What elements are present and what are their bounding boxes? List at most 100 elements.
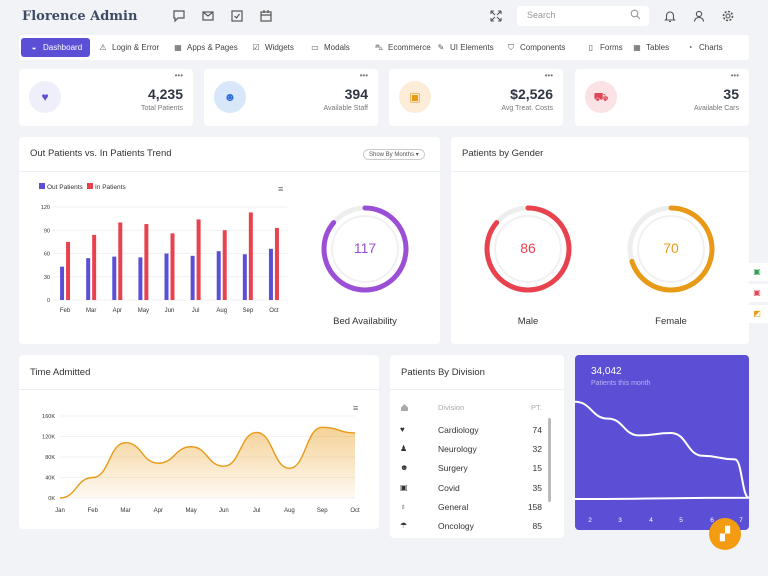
kit-icon: ▣: [400, 482, 408, 492]
bar-out-patients[interactable]: [86, 258, 91, 300]
stat-card-avg-treat-costs: ▣ ••• $2,526 Avg Treat. Costs: [389, 69, 563, 126]
bar-out-patients[interactable]: [216, 251, 221, 300]
bar-in-patients[interactable]: [170, 233, 175, 300]
show-by-months-dropdown[interactable]: Show By Months ▾: [363, 149, 425, 160]
nav-ecommerce[interactable]: ⛍ Ecommerce: [374, 35, 431, 60]
bar-out-patients[interactable]: [190, 255, 195, 300]
notification-bell-icon[interactable]: [663, 9, 677, 23]
time-admitted-card: Time Admitted ≡ 0K 40K 80K 120K 160K Jan Feb Mar…: [19, 355, 379, 529]
month-value: 34,042: [591, 366, 622, 377]
nav-modals[interactable]: ▭ Modals: [310, 35, 350, 60]
bar-out-patients[interactable]: [164, 253, 169, 301]
division-name[interactable]: Neurology: [438, 444, 477, 455]
modal-icon: ▭: [311, 43, 319, 52]
mail-icon[interactable]: [201, 9, 215, 23]
tasks-icon[interactable]: [230, 9, 244, 23]
x-tick-label: 3: [618, 517, 622, 524]
division-name[interactable]: General: [438, 501, 469, 512]
nav-label: Tables: [646, 43, 670, 52]
x-tick-label: May: [185, 508, 196, 514]
nav-forms[interactable]: ▯ Forms: [586, 35, 623, 60]
nav-widgets[interactable]: ☑ Widgets: [251, 35, 294, 60]
gallery-icon: ◩: [753, 309, 761, 318]
division-scrollbar[interactable]: [548, 418, 551, 502]
bar-out-patients[interactable]: [268, 248, 273, 300]
brand-logo[interactable]: Florence Admin: [22, 9, 138, 24]
bar-in-patients[interactable]: [118, 222, 123, 301]
more-options-icon[interactable]: •••: [544, 71, 553, 80]
search-placeholder: Search: [527, 10, 556, 20]
search-input[interactable]: Search: [517, 6, 649, 26]
bar-in-patients[interactable]: [196, 219, 201, 300]
bar-out-patients[interactable]: [242, 254, 247, 300]
bar-in-patients[interactable]: [274, 227, 279, 300]
warning-icon: ⚠: [99, 43, 107, 52]
fullscreen-icon[interactable]: [489, 9, 503, 23]
division-name[interactable]: Surgery: [438, 463, 468, 474]
y-tick-label: 160K: [42, 414, 55, 420]
nav-components[interactable]: ⛉ Components: [506, 35, 565, 60]
bar-in-patients[interactable]: [66, 241, 71, 300]
x-tick-label: Jun: [165, 308, 175, 314]
y-tick-label: 60: [44, 252, 50, 258]
division-title: Patients By Division: [401, 367, 485, 378]
bar-in-patients[interactable]: [222, 230, 227, 300]
bar-in-patients[interactable]: [248, 212, 253, 300]
side-gallery-tab[interactable]: ◩: [746, 305, 768, 323]
heartbeat-icon: ♥: [29, 81, 61, 113]
nav-dashboard[interactable]: ◒ Dashboard: [21, 38, 91, 57]
more-options-icon[interactable]: •••: [174, 71, 183, 80]
table-icon: ▦: [633, 43, 641, 52]
chart-menu-icon[interactable]: ≡: [278, 184, 283, 194]
patients-month-card: 34,042 Patients this month 2 3 4 5 6 7: [575, 355, 749, 530]
stat-card-available-staff: ☻ ••• 394 Available Staff: [204, 69, 378, 126]
card-divider: [19, 389, 379, 390]
more-options-icon[interactable]: •••: [359, 71, 368, 80]
stat-value: 394: [344, 86, 368, 102]
x-tick-label: Sep: [242, 308, 253, 314]
division-pt: 158: [527, 501, 542, 512]
more-options-icon[interactable]: •••: [730, 71, 739, 80]
user-profile-icon[interactable]: [692, 9, 706, 23]
x-tick-label: Oct: [269, 308, 279, 314]
calendar-icon[interactable]: [259, 9, 273, 23]
division-col-header: Division: [438, 403, 465, 412]
bar-in-patients[interactable]: [144, 224, 149, 300]
stat-label: Total Patients: [140, 105, 183, 112]
x-tick-label: Oct: [350, 508, 360, 514]
side-money-tab[interactable]: ▣: [746, 263, 768, 281]
female-ring: [626, 204, 716, 294]
bar-in-patients[interactable]: [92, 234, 97, 300]
nav-charts[interactable]: ◔ Charts: [685, 35, 723, 60]
bar-out-patients[interactable]: [138, 257, 143, 300]
money-icon: ▣: [753, 267, 761, 276]
bed-label: Bed Availability: [333, 316, 397, 327]
user-icon: ♟: [400, 444, 408, 454]
chat-icon[interactable]: [172, 9, 186, 23]
y-tick-label: 0K: [48, 496, 55, 502]
chat-fab-button[interactable]: ▞: [709, 518, 741, 550]
nav-tables[interactable]: ▦ Tables: [632, 35, 669, 60]
x-tick-label: Aug: [284, 508, 295, 514]
bar-out-patients[interactable]: [60, 266, 65, 300]
nav-label: Modals: [324, 43, 350, 52]
y-tick-label: 0: [47, 298, 50, 304]
division-card: Patients By Division Division PT. ♥ Cardi…: [390, 355, 564, 538]
chart-menu-icon[interactable]: ≡: [353, 403, 358, 413]
nav-apps-pages[interactable]: ▦ Apps & Pages: [173, 35, 237, 60]
settings-gear-icon[interactable]: [721, 9, 735, 23]
side-image-tab[interactable]: ▣: [746, 284, 768, 302]
bed-ring: [320, 204, 410, 294]
stat-label: Avg Treat. Costs: [501, 105, 553, 112]
nav-login-error[interactable]: ⚠ Login & Error: [98, 35, 159, 60]
search-icon[interactable]: [630, 9, 641, 23]
division-name[interactable]: Cardiology: [438, 425, 479, 435]
division-name[interactable]: Covid: [438, 482, 460, 493]
trend-card: Out Patients vs. In Patients Trend Show …: [19, 137, 440, 344]
bar-out-patients[interactable]: [112, 256, 117, 300]
nav-ui-elements[interactable]: ✎ UI Elements: [436, 35, 494, 60]
division-name[interactable]: Oncology: [438, 521, 474, 531]
stat-label: Available Cars: [693, 105, 739, 112]
legend-label: Out Patients: [47, 184, 84, 191]
pie-icon: ◔: [687, 43, 693, 52]
